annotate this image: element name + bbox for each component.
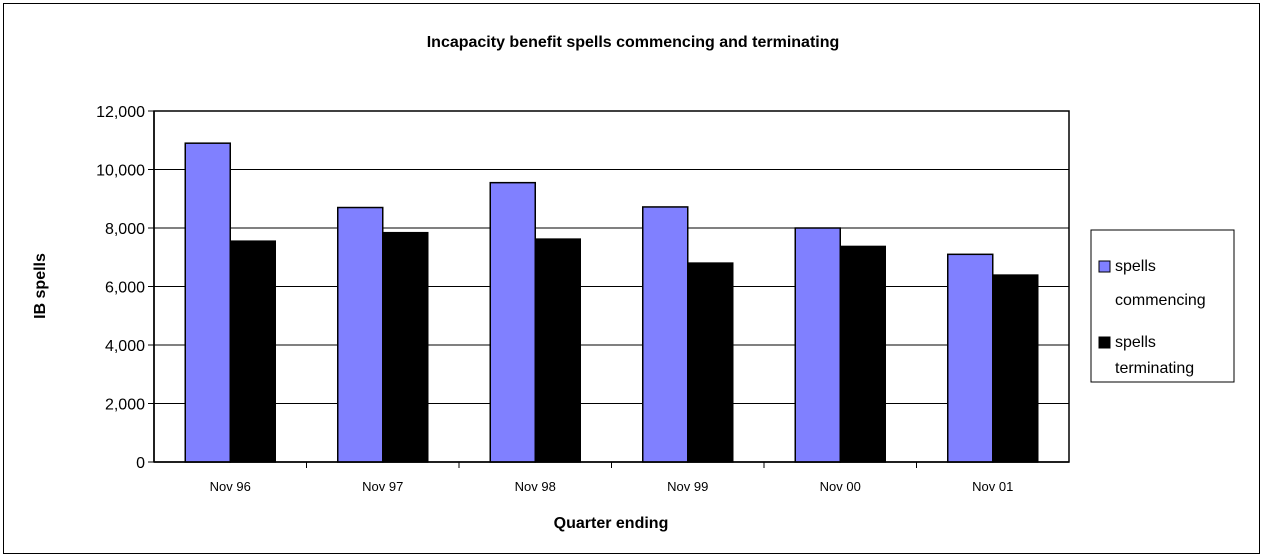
- x-tick-label: Nov 97: [362, 479, 403, 494]
- x-tick-label: Nov 00: [820, 479, 861, 494]
- bar-terminating: [382, 231, 429, 463]
- bar-commencing: [794, 227, 841, 463]
- y-tick-label: 2,000: [105, 397, 145, 414]
- bar-terminating: [687, 262, 734, 463]
- bar-terminating: [839, 245, 886, 463]
- y-axis-ticks: 0 2,000 4,000 6,000 8,000 10,000 12,000: [96, 104, 154, 472]
- chart-title: Incapacity benefit spells commencing and…: [427, 34, 840, 51]
- x-axis-ticks: Nov 96 Nov 97 Nov 98 Nov 99 Nov 00 Nov 01: [153, 111, 1069, 494]
- legend-swatch-terminating: [1098, 336, 1111, 349]
- y-tick-label: 8,000: [105, 221, 145, 238]
- y-axis-label: IB spells: [32, 253, 49, 319]
- legend: spells commencing spells terminating: [1090, 229, 1235, 383]
- legend-swatch-commencing: [1098, 260, 1111, 273]
- y-tick-label: 12,000: [96, 104, 145, 121]
- bar-commencing: [184, 142, 231, 463]
- x-tick-label: Nov 99: [667, 479, 708, 494]
- bar-terminating: [992, 274, 1039, 463]
- legend-label-commencing-line2: commencing: [1115, 292, 1206, 309]
- bar-commencing: [642, 206, 689, 463]
- bars: [184, 142, 1039, 463]
- x-tick-label: Nov 01: [972, 479, 1013, 494]
- y-tick-label: 0: [136, 455, 145, 472]
- y-tick-label: 10,000: [96, 163, 145, 180]
- bar-terminating: [229, 240, 276, 463]
- x-axis-label: Quarter ending: [554, 515, 669, 532]
- bar-commencing: [337, 206, 384, 463]
- x-tick-label: Nov 96: [210, 479, 251, 494]
- legend-label-commencing-line1: spells: [1115, 258, 1156, 275]
- x-tick-label: Nov 98: [515, 479, 556, 494]
- bar-commencing: [947, 253, 994, 463]
- gridlines: [154, 169, 1069, 404]
- legend-label-terminating-line1: spells: [1115, 334, 1156, 351]
- legend-box: [1090, 229, 1235, 383]
- y-tick-label: 6,000: [105, 280, 145, 297]
- y-tick-label: 4,000: [105, 338, 145, 355]
- bar-terminating: [534, 238, 581, 463]
- legend-label-terminating-line2: terminating: [1115, 360, 1194, 377]
- bar-commencing: [489, 181, 536, 463]
